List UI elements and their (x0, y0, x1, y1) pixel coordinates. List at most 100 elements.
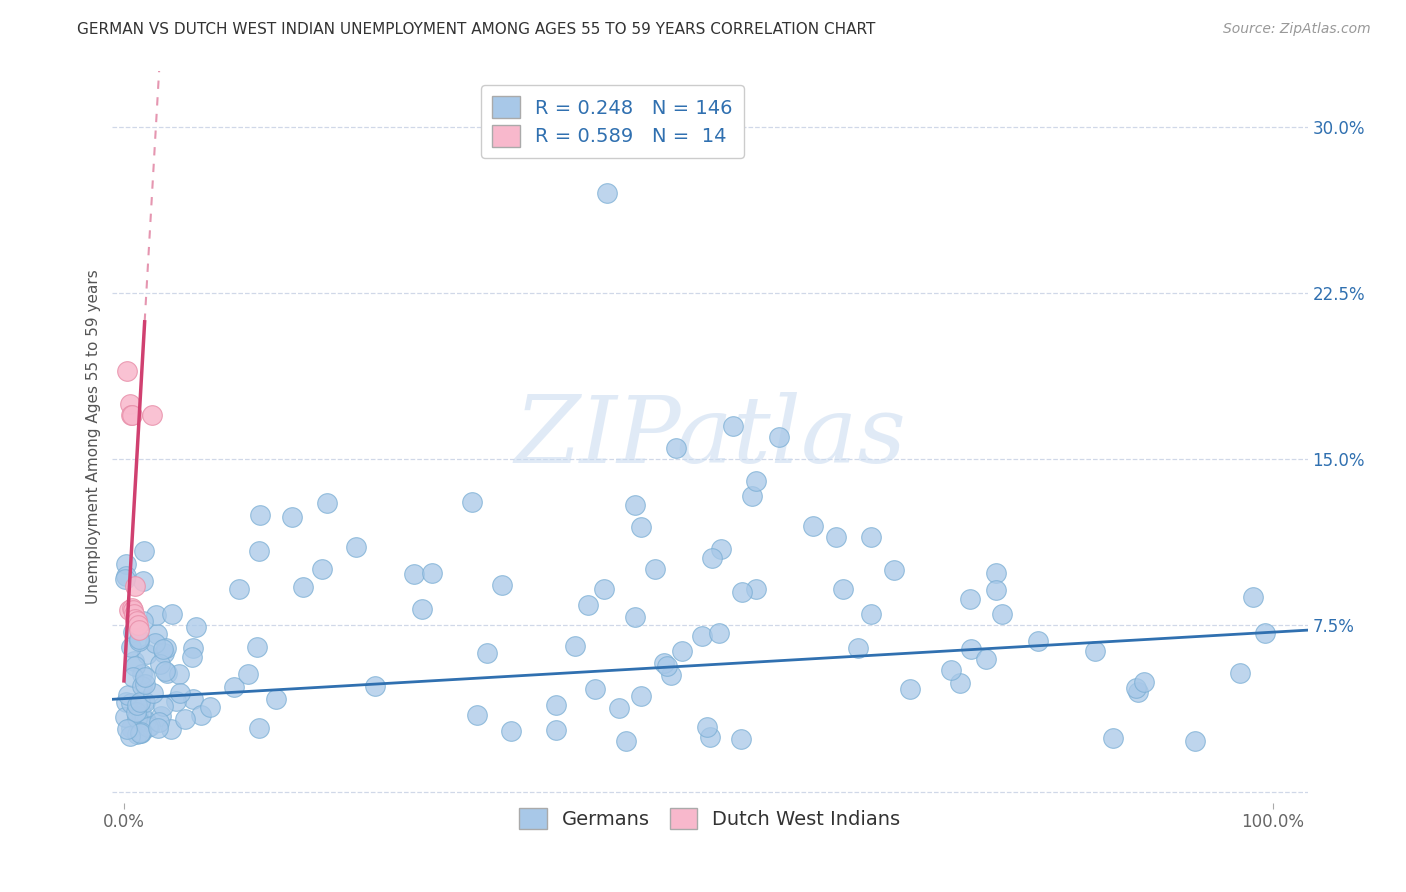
Point (125, 705, 148, 719)
Point (149, 657, 172, 672)
Text: ZIPatlas: ZIPatlas (515, 392, 905, 482)
Point (131, 614, 153, 628)
Point (859, 530, 882, 544)
Point (117, 603, 139, 617)
Point (124, 612, 146, 626)
Point (564, 639, 586, 653)
Point (652, 656, 675, 670)
Point (165, 693, 187, 707)
Point (198, 699, 221, 714)
Point (730, 732, 752, 747)
Point (1026, 634, 1049, 648)
Point (122, 603, 145, 617)
Point (120, 408, 142, 422)
Point (659, 668, 682, 682)
Point (127, 709, 149, 723)
Point (422, 566, 444, 580)
Point (132, 574, 155, 589)
Point (127, 698, 149, 713)
Point (148, 714, 170, 729)
Point (475, 646, 498, 660)
Point (803, 518, 825, 533)
Point (115, 695, 138, 709)
Point (138, 721, 160, 735)
Point (114, 709, 136, 723)
Point (731, 585, 754, 599)
Point (249, 722, 271, 736)
Point (411, 602, 433, 616)
Point (709, 542, 731, 557)
Point (595, 186, 617, 201)
Point (959, 592, 981, 607)
Point (122, 654, 145, 668)
Point (115, 557, 138, 571)
Point (181, 650, 204, 665)
Point (143, 636, 166, 650)
Point (1125, 681, 1147, 695)
Point (118, 729, 141, 743)
Y-axis label: Unemployment Among Ages 55 to 59 years: Unemployment Among Ages 55 to 59 years (86, 269, 101, 605)
Point (1229, 665, 1251, 680)
Point (281, 510, 304, 524)
Point (153, 664, 176, 678)
Point (134, 695, 156, 709)
Point (311, 561, 333, 575)
Point (491, 578, 513, 592)
Point (583, 682, 606, 697)
Point (135, 714, 157, 729)
Point (624, 610, 647, 624)
Point (825, 530, 848, 544)
Point (1184, 734, 1206, 748)
Point (402, 567, 425, 582)
Point (148, 722, 170, 736)
Point (120, 721, 142, 735)
Point (1133, 674, 1156, 689)
Point (181, 692, 204, 706)
Point (132, 543, 155, 558)
Point (860, 607, 883, 621)
Point (246, 640, 269, 654)
Point (118, 397, 141, 411)
Point (664, 441, 686, 455)
Point (1126, 685, 1149, 699)
Point (745, 582, 768, 596)
Point (155, 640, 177, 655)
Point (247, 544, 270, 558)
Point (128, 634, 150, 648)
Point (960, 641, 983, 656)
Point (655, 659, 678, 673)
Point (125, 614, 148, 628)
Point (156, 665, 179, 680)
Point (121, 408, 143, 422)
Point (544, 698, 567, 712)
Point (141, 408, 163, 422)
Point (898, 682, 921, 697)
Point (125, 711, 148, 725)
Point (702, 551, 724, 566)
Point (149, 709, 172, 723)
Point (115, 568, 138, 582)
Point (129, 706, 152, 720)
Point (145, 608, 167, 623)
Point (117, 363, 139, 377)
Point (1084, 644, 1107, 658)
Point (124, 607, 146, 622)
Point (544, 723, 567, 737)
Point (114, 572, 136, 586)
Point (709, 626, 731, 640)
Point (121, 600, 143, 615)
Point (169, 685, 191, 699)
Point (315, 496, 337, 510)
Point (190, 707, 212, 722)
Point (465, 708, 488, 723)
Point (741, 489, 763, 503)
Point (134, 670, 156, 684)
Point (883, 563, 905, 577)
Point (984, 582, 1007, 597)
Point (132, 694, 155, 708)
Point (721, 419, 744, 434)
Point (986, 566, 1008, 580)
Point (167, 666, 190, 681)
Point (222, 680, 245, 694)
Point (135, 647, 157, 661)
